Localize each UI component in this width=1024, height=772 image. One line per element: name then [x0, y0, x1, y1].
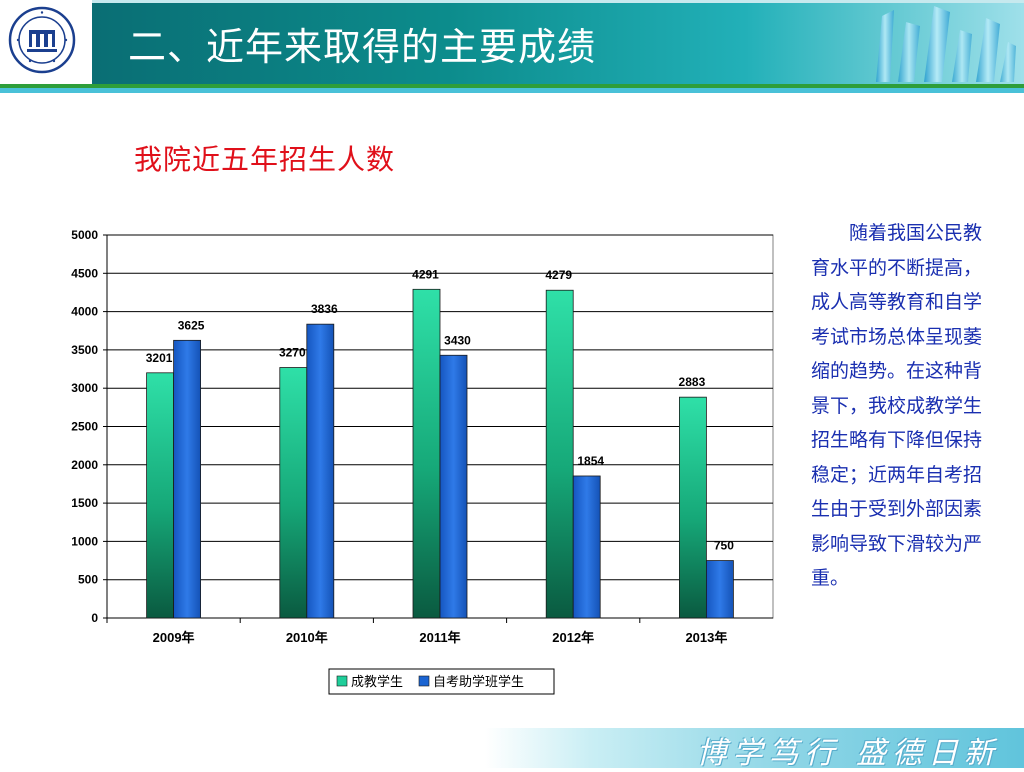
legend-swatch: [418, 675, 430, 687]
y-tick-label: 4000: [71, 305, 98, 319]
data-label: 3270: [279, 346, 306, 360]
description-text: 随着我国公民教育水平的不断提高，成人高等教育和自学考试市场总体呈现萎缩的趋势。在…: [811, 222, 983, 589]
bar-series-1: [545, 289, 574, 619]
y-tick-label: 1500: [71, 496, 98, 510]
y-tick-label: 4500: [71, 266, 98, 280]
university-seal-logo: [8, 6, 76, 74]
footer-motto: 博学笃行 盛德日新: [696, 736, 1000, 771]
x-tick-label: 2013年: [685, 630, 727, 645]
legend-label: 成教学生: [351, 674, 403, 689]
data-label: 2883: [679, 375, 706, 389]
page-title: 二、近年来取得的主要成绩: [128, 25, 597, 69]
data-label: 3625: [178, 318, 205, 332]
y-tick-label: 3500: [71, 343, 98, 357]
footer-band: [485, 728, 1024, 768]
x-tick-label: 2010年: [286, 630, 328, 645]
bar-series-2: [706, 560, 734, 619]
data-label: 4291: [412, 267, 439, 281]
x-tick-label: 2009年: [153, 630, 195, 645]
data-label: 3201: [146, 351, 173, 365]
header: 二、近年来取得的主要成绩: [0, 0, 1024, 88]
bar-series-2: [306, 323, 335, 619]
bar-series-1: [146, 372, 174, 619]
chart-heading: 我院近五年招生人数: [134, 143, 396, 176]
bar-series-2: [439, 354, 468, 619]
data-label: 3430: [444, 333, 471, 347]
data-label: 750: [714, 539, 734, 553]
header-stripe-cyan: [0, 88, 1024, 93]
logo-box: [0, 0, 92, 84]
bar-series-2: [572, 475, 601, 619]
bar-series-1: [279, 367, 308, 619]
legend-label: 自考助学班学生: [433, 674, 524, 689]
y-tick-label: 2500: [71, 420, 98, 434]
header-stripe-green: [0, 84, 1024, 88]
data-label: 1854: [577, 454, 604, 468]
x-tick-label: 2012年: [552, 630, 594, 645]
bar-series-1: [412, 288, 441, 619]
title-bar: [92, 0, 1024, 84]
data-label: 3836: [311, 302, 338, 316]
x-tick-label: 2011年: [419, 630, 460, 645]
data-label: 4279: [545, 268, 572, 282]
y-tick-label: 0: [91, 611, 98, 625]
bar-series-1: [679, 396, 707, 619]
y-tick-label: 5000: [71, 228, 98, 242]
y-tick-label: 3000: [71, 381, 98, 395]
legend-swatch: [336, 675, 348, 687]
legend-box: [328, 668, 555, 695]
city-buildings-graphic: [876, 6, 1016, 82]
y-tick-label: 1000: [71, 534, 98, 548]
enrollment-bar-chart: 0 500 1000 1500 2000 2500 3000 3500 4000 4500 5000…: [71, 228, 774, 695]
bar-series-2: [173, 339, 201, 619]
y-tick-label: 500: [78, 573, 98, 587]
y-tick-label: 2000: [71, 458, 98, 472]
